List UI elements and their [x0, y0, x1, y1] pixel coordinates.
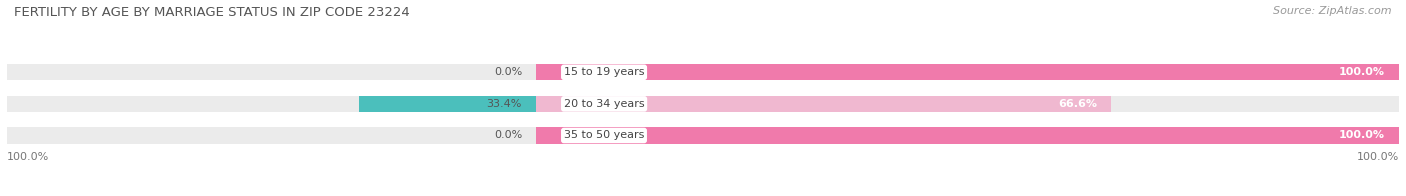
Bar [360, 96, 536, 112]
Text: 0.0%: 0.0% [494, 67, 522, 77]
Text: 100.0%: 100.0% [1339, 67, 1385, 77]
Text: 0.0%: 0.0% [494, 131, 522, 141]
Bar [7, 96, 1399, 112]
Bar [7, 127, 1399, 144]
Bar [536, 64, 1399, 81]
Text: 33.4%: 33.4% [486, 99, 522, 109]
Text: 66.6%: 66.6% [1057, 99, 1097, 109]
Text: FERTILITY BY AGE BY MARRIAGE STATUS IN ZIP CODE 23224: FERTILITY BY AGE BY MARRIAGE STATUS IN Z… [14, 6, 409, 19]
Text: Source: ZipAtlas.com: Source: ZipAtlas.com [1274, 6, 1392, 16]
Bar [536, 96, 1111, 112]
Text: 100.0%: 100.0% [1339, 131, 1385, 141]
Text: 15 to 19 years: 15 to 19 years [564, 67, 644, 77]
Text: 100.0%: 100.0% [1357, 152, 1399, 162]
Text: 20 to 34 years: 20 to 34 years [564, 99, 644, 109]
Text: 35 to 50 years: 35 to 50 years [564, 131, 644, 141]
Bar [536, 127, 1399, 144]
Text: 100.0%: 100.0% [7, 152, 49, 162]
Bar [7, 64, 1399, 81]
